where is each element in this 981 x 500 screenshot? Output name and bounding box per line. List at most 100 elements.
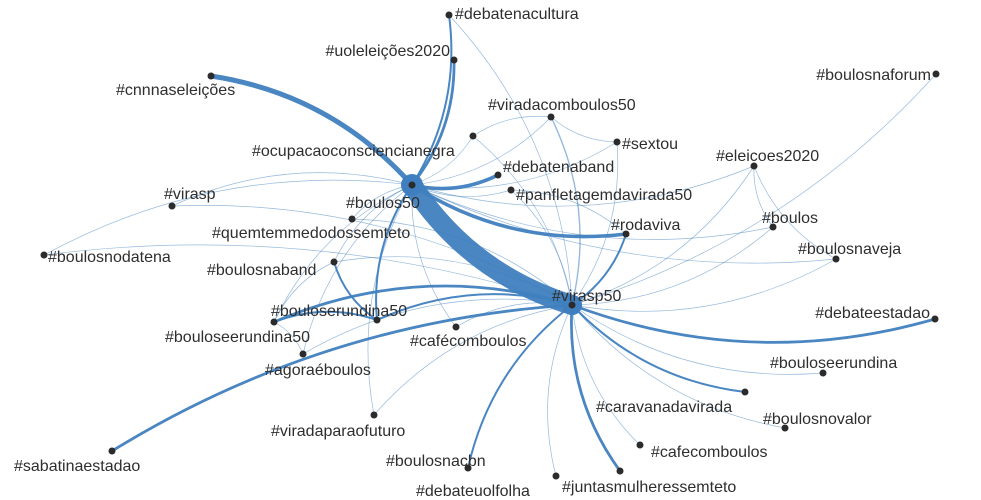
node-boulosnovalor[interactable] bbox=[781, 424, 789, 432]
node-bouloseerundina50[interactable] bbox=[270, 318, 278, 326]
node-label-boulosnacbn: #boulosnacbn bbox=[386, 453, 486, 470]
node-label-boulosnaveja: #boulosnaveja bbox=[798, 241, 901, 258]
node-boulos[interactable] bbox=[769, 223, 777, 231]
edge-eleicoes2020-boulosnaveja bbox=[753, 165, 837, 260]
label-layer: #virasp50 #boulos50 #debatenacultura #uolel… bbox=[14, 6, 931, 500]
edge-boulos50-debatenacultura bbox=[411, 14, 453, 186]
node-virasp50-center bbox=[568, 301, 576, 309]
node-label-sextou: #sextou bbox=[622, 136, 678, 153]
edge-virasp50-boulosnaveja bbox=[571, 258, 837, 312]
edge-boulos50-virasp bbox=[171, 172, 413, 207]
edge-virasp50-debateestadao bbox=[570, 303, 937, 344]
node-virasp[interactable] bbox=[168, 202, 176, 210]
edge-virasp50-boulosnovalor bbox=[571, 304, 786, 429]
node-label-debatenacultura: #debatenacultura bbox=[455, 6, 579, 23]
edge-boulos50-viradacomboulos50 bbox=[411, 116, 552, 186]
edge-virasp50-quemtemmedodossemteto bbox=[351, 218, 573, 306]
edge-rodaviva-panfletagemdavirada50 bbox=[510, 189, 627, 235]
node-label-cnnnaseleicoes: #cnnnaseleições bbox=[116, 82, 235, 99]
node-layer bbox=[40, 11, 940, 480]
edge-virasp50-boulosnacbn bbox=[467, 304, 573, 469]
node-bouloserundina50a[interactable] bbox=[373, 316, 381, 324]
edge-virasp50-agoraeboulos bbox=[302, 298, 573, 355]
node-label-debateuolfolha: #debateuolfolha bbox=[416, 483, 530, 500]
node-label-boulos50: #boulos50 bbox=[346, 195, 420, 212]
edge-agoraeboulos-bouloseerundina50 bbox=[273, 321, 304, 355]
edge-virasp50-debatenacultura bbox=[448, 14, 573, 306]
edge-virasp50-boulosnaforum bbox=[571, 73, 937, 306]
node-agoraeboulos[interactable] bbox=[299, 350, 307, 358]
edge-virasp50-bouloserundina50a bbox=[376, 293, 573, 321]
edge-boulos50-uoleleicoes2020 bbox=[410, 58, 456, 187]
edge-viradacomboulos50-ocupacaoconsciencianegra bbox=[472, 115, 552, 137]
node-label-bouloseerundina: #bouloseerundina bbox=[770, 355, 897, 372]
node-boulosnaveja[interactable] bbox=[832, 255, 840, 263]
edge-boulos50-bouloseerundina50 bbox=[273, 184, 413, 323]
edge-boulosnaband-bouloseerundina50 bbox=[273, 261, 335, 323]
node-rodaviva[interactable] bbox=[622, 230, 630, 238]
edge-boulos50-cnnnaseleicoes bbox=[208, 73, 415, 188]
edge-virasp50-juntasmulheressemteto bbox=[570, 303, 622, 473]
node-debateuolfolha[interactable] bbox=[552, 472, 560, 480]
node-debatenacultura[interactable] bbox=[445, 11, 453, 19]
edge-virasp50-cafecomboulos bbox=[571, 304, 641, 446]
edge-virasp50-panfletagemdavirada50 bbox=[510, 189, 573, 306]
edge-virasp50-sabatinaestadao bbox=[110, 303, 574, 453]
edge-virasp50-bouloseerundina50 bbox=[272, 284, 574, 324]
edge-boulos50-agoraeboulos bbox=[302, 184, 413, 355]
node-label-boulosnaforum: #boulosnaforum bbox=[816, 67, 931, 84]
edge-virasp50-boulos bbox=[571, 226, 774, 306]
node-label-bouloserundina50a: #bouloserundina50 bbox=[271, 303, 407, 320]
node-label-boulos: #boulos bbox=[762, 210, 818, 227]
edge-layer bbox=[43, 14, 937, 477]
node-label-ocupacaoconsciencianegra: #ocupacaoconsciencianegra bbox=[252, 143, 455, 160]
node-label-viradaparaofuturo: #viradaparaofuturo bbox=[271, 423, 405, 440]
edge-boulos50-rodaviva bbox=[410, 183, 628, 239]
node-sabatinaestadao[interactable] bbox=[108, 447, 116, 455]
node-viradaparaofuturo[interactable] bbox=[370, 411, 378, 419]
edge-boulos50-sextou bbox=[411, 141, 618, 189]
edge-virasp50-debateuolfolha bbox=[547, 304, 573, 477]
node-label-caravanadavirada: #caravanadavirada bbox=[596, 399, 732, 416]
node-boulosnaband[interactable] bbox=[330, 258, 338, 266]
node-bouloseerundina[interactable] bbox=[819, 369, 827, 377]
edge-virasp50-cafecomboulos_acc bbox=[455, 302, 573, 328]
edge-boulos50-virasp50 bbox=[402, 175, 582, 315]
node-uoleleicoes2020[interactable] bbox=[450, 56, 458, 64]
edge-virasp50-viradacomboulos50 bbox=[550, 116, 581, 306]
node-cafecomboulos_acc[interactable] bbox=[452, 323, 460, 331]
node-debateestadao[interactable] bbox=[931, 315, 939, 323]
edge-boulos50-bouloserundina50a bbox=[375, 184, 413, 321]
node-label-uoleleicoes2020: #uoleleições2020 bbox=[325, 43, 450, 60]
node-boulosnaforum[interactable] bbox=[932, 70, 940, 78]
edge-virasp50-ocupacaoconsciencianegra bbox=[472, 135, 573, 306]
node-boulosnodatena[interactable] bbox=[40, 251, 48, 259]
node-debatenaband[interactable] bbox=[494, 171, 502, 179]
node-label-virasp: #virasp bbox=[164, 186, 216, 203]
edge-bouloserundina50a-bouloseerundina50 bbox=[273, 310, 378, 323]
node-sextou[interactable] bbox=[613, 138, 621, 146]
edge-virasp50-virasp bbox=[171, 205, 573, 306]
node-panfletagemdavirada50[interactable] bbox=[507, 186, 515, 194]
node-cnnnaseleicoes[interactable] bbox=[207, 72, 215, 80]
node-juntasmulheressemteto[interactable] bbox=[616, 467, 624, 475]
node-eleicoes2020[interactable] bbox=[750, 162, 758, 170]
node-label-viradacomboulos50: #viradacomboulos50 bbox=[488, 97, 636, 114]
node-cafecomboulos[interactable] bbox=[636, 441, 644, 449]
node-boulos50-center bbox=[408, 181, 416, 189]
node-label-agoraeboulos: #agoraéboulos bbox=[265, 362, 371, 379]
node-viradacomboulos50[interactable] bbox=[547, 113, 555, 121]
node-quemtemmedodossemteto[interactable] bbox=[348, 215, 356, 223]
node-label-eleicoes2020: #eleicoes2020 bbox=[716, 148, 819, 165]
node-label-bouloseerundina50: #bouloseerundina50 bbox=[165, 329, 310, 346]
node-label-boulosnodatena: #boulosnodatena bbox=[48, 249, 171, 266]
node-label-cafecomboulos_acc: #cafécomboulos bbox=[410, 333, 527, 350]
node-label-rodaviva: #rodaviva bbox=[611, 217, 680, 234]
edge-boulos50-viradaparaofuturo bbox=[367, 184, 413, 416]
edge-virasp50-sextou bbox=[571, 141, 619, 306]
node-boulosnacbn[interactable] bbox=[464, 464, 472, 472]
node-caravanadavirada[interactable] bbox=[741, 388, 749, 396]
node-ocupacaoconsciencianegra[interactable] bbox=[469, 132, 477, 140]
node-label-panfletagemdavirada50: #panfletagemdavirada50 bbox=[516, 187, 692, 204]
edge-virasp50-eleicoes2020 bbox=[571, 165, 755, 306]
